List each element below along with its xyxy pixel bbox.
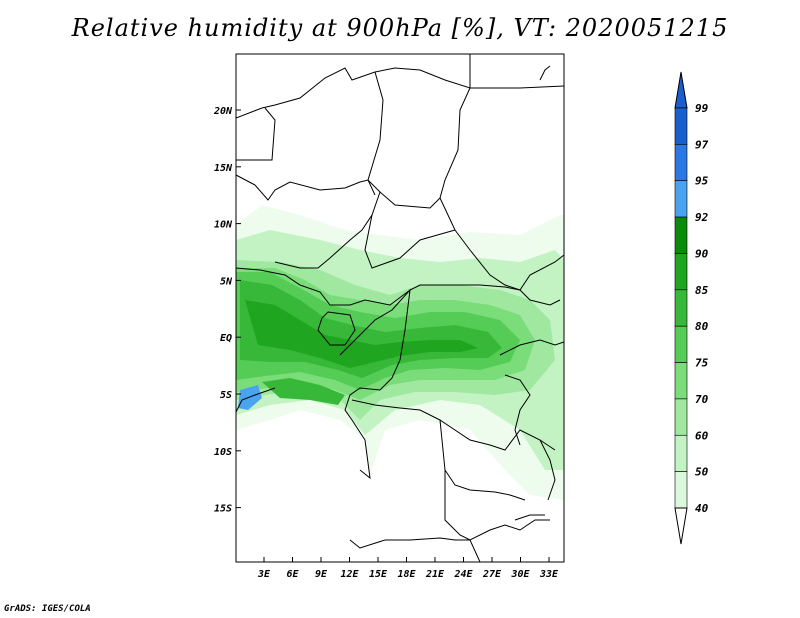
longitude-axis: 3E 6E 9E 12E 15E 18E 21E 24E 27E 30E 33E bbox=[257, 557, 559, 580]
colorbar-label: 85 bbox=[695, 284, 709, 297]
lat-tick-label: 5S bbox=[220, 390, 232, 401]
colorbar-segment bbox=[674, 362, 688, 400]
colorbar-label: 90 bbox=[695, 247, 709, 260]
colorbar-label: 97 bbox=[695, 138, 709, 151]
colorbar-segment bbox=[674, 471, 688, 509]
colorbar-bottom-arrow bbox=[674, 507, 688, 545]
lon-tick-label: 9E bbox=[315, 569, 328, 580]
lon-tick-label: 21E bbox=[425, 569, 445, 580]
lon-tick-label: 33E bbox=[539, 569, 559, 580]
grads-credit: GrADS: IGES/COLA bbox=[4, 604, 91, 614]
lon-tick-label: 27E bbox=[482, 569, 502, 580]
lat-tick-label: 10N bbox=[214, 220, 233, 231]
colorbar-label: 50 bbox=[695, 466, 709, 479]
lat-tick-label: 5N bbox=[220, 276, 233, 287]
map-frame bbox=[235, 53, 565, 563]
lon-tick-label: 24E bbox=[453, 569, 473, 580]
map-title: Relative humidity at 900hPa [%], VT: 202… bbox=[71, 14, 729, 42]
lat-tick-label: EQ bbox=[220, 333, 232, 344]
colorbar-segment bbox=[674, 180, 688, 218]
colorbar-label: 80 bbox=[695, 320, 709, 333]
lat-tick-label: 10S bbox=[214, 447, 232, 458]
colorbar-segment bbox=[674, 398, 688, 436]
colorbar-label: 75 bbox=[695, 357, 709, 370]
colorbar-segment bbox=[674, 253, 688, 291]
lon-tick-label: 15E bbox=[369, 569, 388, 580]
colorbar-top-arrow bbox=[674, 71, 688, 109]
colorbar-segment bbox=[674, 216, 688, 254]
latitude-axis: 20N 15N 10N 5N EQ 5S 10S 15S bbox=[213, 106, 241, 515]
lon-tick-label: 6E bbox=[286, 569, 299, 580]
colorbar-segment bbox=[674, 144, 688, 182]
lat-tick-label: 15S bbox=[214, 504, 232, 515]
colorbar-segment bbox=[674, 289, 688, 327]
lat-tick-label: 15N bbox=[214, 163, 233, 174]
colorbar-label: 99 bbox=[695, 102, 709, 115]
lon-tick-label: 30E bbox=[510, 569, 530, 580]
lon-tick-label: 18E bbox=[397, 569, 416, 580]
colorbar-label: 60 bbox=[695, 429, 709, 442]
country-borders bbox=[236, 54, 564, 562]
map-panel bbox=[236, 54, 564, 562]
colorbar-segment bbox=[674, 325, 688, 363]
colorbar-label: 40 bbox=[695, 502, 709, 515]
colorbar-segment bbox=[674, 434, 688, 472]
humidity-field bbox=[236, 205, 564, 500]
lat-tick-label: 20N bbox=[213, 106, 233, 117]
colorbar: 99 97 95 92 90 85 80 75 70 60 50 40 bbox=[674, 71, 709, 545]
colorbar-label: 70 bbox=[695, 393, 709, 406]
colorbar-segment bbox=[674, 107, 688, 145]
colorbar-label: 92 bbox=[695, 211, 709, 224]
lon-tick-label: 12E bbox=[340, 569, 359, 580]
lon-tick-label: 3E bbox=[257, 569, 271, 580]
colorbar-label: 95 bbox=[695, 175, 709, 188]
